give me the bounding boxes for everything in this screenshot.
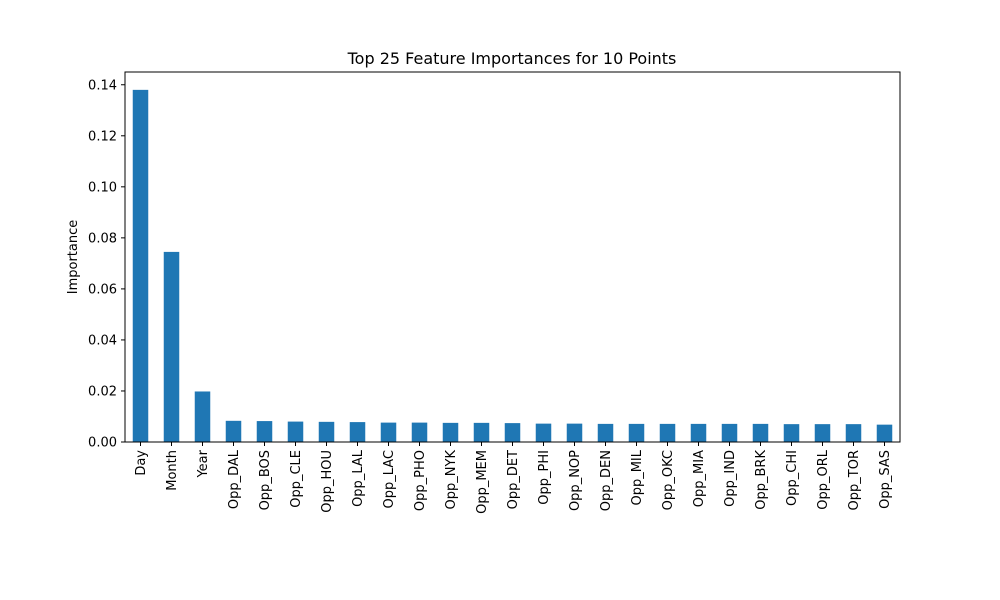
y-tick-label: 0.12 xyxy=(88,129,117,144)
y-tick-label: 0.00 xyxy=(88,436,117,451)
bar-opp-tor xyxy=(845,424,862,442)
x-tick-label: Day xyxy=(134,450,149,476)
x-tick-label: Opp_MEM xyxy=(475,450,490,514)
bar-opp-cle xyxy=(287,421,304,442)
bar-opp-det xyxy=(504,423,521,442)
x-tick-label: Opp_BOS xyxy=(258,450,273,510)
y-tick-label: 0.04 xyxy=(88,333,117,348)
bar-opp-den xyxy=(597,423,614,442)
x-tick-label: Opp_IND xyxy=(723,450,738,507)
x-tick-label: Opp_SAS xyxy=(878,450,893,509)
y-tick-label: 0.08 xyxy=(88,231,117,246)
bar-opp-chi xyxy=(783,424,800,442)
y-tick-label: 0.06 xyxy=(88,282,117,297)
bar-month xyxy=(163,251,180,442)
x-tick-label: Opp_LAC xyxy=(382,450,397,509)
plot-frame xyxy=(124,71,901,443)
bar-opp-hou xyxy=(318,421,335,442)
chart-title: Top 25 Feature Importances for 10 Points xyxy=(347,49,677,68)
x-tick-label: Opp_MIA xyxy=(692,450,707,507)
x-tick-label: Opp_DAL xyxy=(227,449,242,509)
x-tick-label: Opp_TOR xyxy=(847,450,862,510)
bar-opp-bos xyxy=(256,421,273,442)
bar-opp-mem xyxy=(473,422,490,442)
bar-opp-mil xyxy=(628,423,645,442)
x-tick-label: Opp_OKC xyxy=(661,450,676,510)
x-tick-label: Opp_HOU xyxy=(320,450,335,513)
x-tick-label: Opp_ORL xyxy=(816,449,831,510)
x-tick-label: Opp_CHI xyxy=(785,450,800,506)
y-tick-label: 0.14 xyxy=(88,78,117,93)
bar-opp-okc xyxy=(659,423,676,442)
bar-opp-lal xyxy=(349,422,366,442)
bar-opp-sas xyxy=(876,424,893,442)
x-tick-label: Opp_LAL xyxy=(351,449,366,507)
bar-opp-mia xyxy=(690,423,707,442)
x-tick-label: Opp_NYK xyxy=(444,450,459,510)
x-tick-label: Year xyxy=(196,449,211,478)
bar-opp-nyk xyxy=(442,422,459,442)
x-tick-label: Opp_PHO xyxy=(413,450,428,511)
bar-opp-brk xyxy=(752,423,769,442)
x-axis: Day Month Year Opp_DAL Opp_BOS Opp_CLE Opp_HOU… xyxy=(134,442,893,514)
x-tick-label: Opp_MIL xyxy=(630,449,645,505)
bar-opp-phi xyxy=(535,423,552,442)
y-axis-label: Importance xyxy=(66,220,81,295)
x-tick-label: Opp_DET xyxy=(506,450,521,509)
y-tick-label: 0.10 xyxy=(88,180,117,195)
x-tick-label: Opp_CLE xyxy=(289,450,304,508)
x-tick-label: Month xyxy=(165,450,180,491)
bar-year xyxy=(194,391,211,442)
x-tick-label: Opp_PHI xyxy=(537,450,552,505)
bar-day xyxy=(132,89,149,443)
bar-opp-lac xyxy=(380,422,397,442)
bar-opp-ind xyxy=(721,423,738,442)
bars-group xyxy=(132,89,893,443)
x-tick-label: Opp_BRK xyxy=(754,450,769,510)
bar-opp-nop xyxy=(566,423,583,442)
y-tick-label: 0.02 xyxy=(88,384,117,399)
bar-opp-orl xyxy=(814,424,831,442)
bar-opp-dal xyxy=(225,420,242,442)
x-tick-label: Opp_DEN xyxy=(599,450,614,511)
bar-opp-pho xyxy=(411,422,428,442)
y-axis: 0.00 0.02 0.04 0.06 0.08 0.10 0.12 0.14 xyxy=(88,78,125,451)
x-tick-label: Opp_NOP xyxy=(568,450,583,511)
